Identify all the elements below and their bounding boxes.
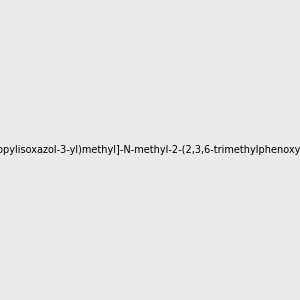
Text: N-[(5-isopropylisoxazol-3-yl)methyl]-N-methyl-2-(2,3,6-trimethylphenoxy)acetamid: N-[(5-isopropylisoxazol-3-yl)methyl]-N-m… xyxy=(0,145,300,155)
